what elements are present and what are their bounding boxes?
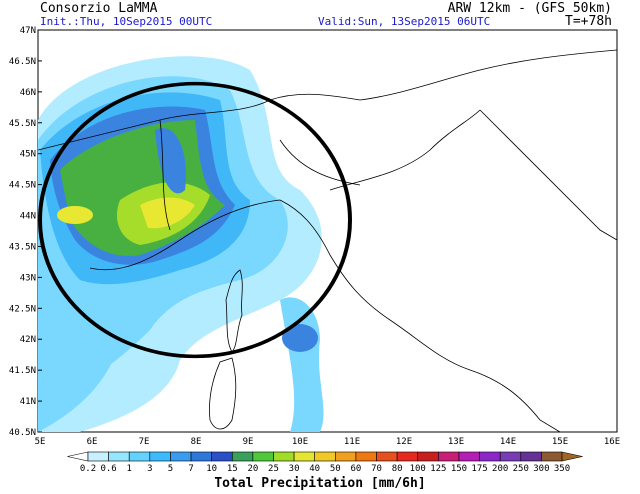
colorbar-box (170, 451, 192, 462)
colorbar-box (293, 451, 315, 462)
colorbar-box (108, 451, 130, 462)
colorbar-label: 1 (127, 464, 132, 474)
colorbar-box (499, 451, 522, 462)
lon-label: 11E (344, 437, 360, 447)
colorbar-box (376, 451, 398, 462)
colorbar: 0.2 0.6 1 3 5 7 10 15 20 25 30 40 50 60 70 80 100 125 150 1… (67, 451, 583, 474)
colorbar-label: 250 (513, 464, 529, 474)
colorbar-box (417, 451, 439, 462)
colorbar-label: 175 (471, 464, 487, 474)
lon-label: 16E (604, 437, 620, 447)
lon-label: 14E (500, 437, 516, 447)
colorbar-label: 60 (350, 464, 361, 474)
colorbar-label: 50 (330, 464, 341, 474)
init-time: Init.:Thu, 10Sep2015 00UTC (40, 15, 212, 28)
lon-label: 10E (292, 437, 308, 447)
colorbar-label: 3 (147, 464, 152, 474)
lon-axis: 5E 6E 7E 8E 9E 10E 11E 12E 13E 14E 15E 16E (35, 437, 621, 447)
lon-label: 7E (139, 437, 150, 447)
lat-label: 45.5N (9, 119, 36, 129)
colorbar-label: 125 (430, 464, 446, 474)
colorbar-box (211, 451, 233, 462)
colorbar-box (87, 451, 109, 462)
lat-label: 45N (20, 150, 36, 160)
colorbar-label: 0.2 (80, 464, 96, 474)
colorbar-box (520, 451, 542, 462)
lon-label: 13E (448, 437, 464, 447)
header-title: Consorzio LaMMA (40, 1, 158, 16)
precipitation (38, 56, 324, 432)
valid-time: Valid:Sun, 13Sep2015 06UTC (318, 15, 490, 28)
colorbar-box (273, 451, 295, 462)
colorbar-box (231, 451, 254, 462)
colorbar-label: 100 (410, 464, 426, 474)
header-model: ARW 12km - (GFS 50km) (448, 1, 612, 16)
colorbar-box (541, 451, 563, 462)
colorbar-title: Total Precipitation [mm/6h] (214, 476, 425, 491)
colorbar-box (355, 451, 377, 462)
colorbar-box (335, 451, 357, 462)
colorbar-label: 25 (268, 464, 279, 474)
colorbar-label: 5 (168, 464, 173, 474)
colorbar-label: 40 (309, 464, 320, 474)
highlight-circle (38, 81, 352, 359)
colorbar-box (438, 451, 460, 462)
lat-label: 40.5N (9, 428, 36, 438)
lon-label: 12E (396, 437, 412, 447)
colorbar-box (479, 451, 501, 462)
colorbar-end (67, 451, 89, 462)
colorbar-label: 350 (554, 464, 570, 474)
lat-label: 43.5N (9, 242, 36, 252)
colorbar-box (396, 451, 419, 462)
colorbar-label: 80 (392, 464, 403, 474)
colorbar-box (314, 451, 336, 462)
colorbar-end (561, 451, 583, 462)
colorbar-box (458, 451, 480, 462)
colorbar-label: 70 (371, 464, 382, 474)
colorbar-box (252, 451, 274, 462)
lon-label: 8E (191, 437, 202, 447)
lat-label: 44N (20, 212, 36, 222)
coastlines (38, 49, 617, 432)
colorbar-label: 10 (206, 464, 217, 474)
colorbar-label: 15 (227, 464, 238, 474)
lat-label: 41.5N (9, 366, 36, 376)
colorbar-label: 0.6 (100, 464, 116, 474)
colorbar-label: 150 (451, 464, 467, 474)
lat-label: 42N (20, 335, 36, 345)
lon-label: 15E (552, 437, 568, 447)
colorbar-label: 30 (289, 464, 300, 474)
lon-label: 6E (87, 437, 98, 447)
colorbar-label: 7 (188, 464, 193, 474)
lead-time: T=+78h (565, 14, 612, 29)
lat-axis: 47N 46.5N 46N 45.5N 45N 44.5N 44N 43.5N 43N 42.5N… (9, 26, 42, 438)
colorbar-label: 20 (247, 464, 258, 474)
lat-label: 42.5N (9, 304, 36, 314)
colorbar-box (128, 451, 151, 462)
lat-label: 46.5N (9, 57, 36, 67)
map-frame (37, 29, 618, 433)
lat-label: 46N (20, 88, 36, 98)
colorbar-label: 200 (492, 464, 508, 474)
lon-label: 5E (35, 437, 46, 447)
lat-label: 47N (20, 26, 36, 36)
lat-label: 43N (20, 273, 36, 283)
colorbar-box (149, 451, 171, 462)
lon-label: 9E (243, 437, 254, 447)
lat-label: 41N (20, 397, 36, 407)
colorbar-label: 300 (533, 464, 549, 474)
colorbar-box (190, 451, 212, 462)
lat-label: 44.5N (9, 181, 36, 191)
